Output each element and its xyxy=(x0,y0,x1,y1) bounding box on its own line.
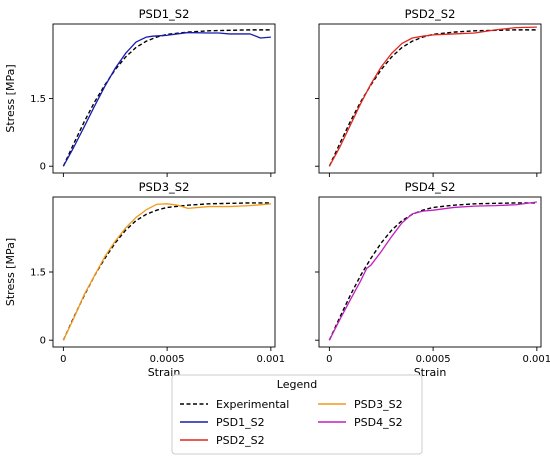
series-line-experimental xyxy=(62,202,271,341)
x-tick-label: 0 xyxy=(326,354,332,365)
series-line-psd3-s2 xyxy=(62,203,271,341)
x-tick-label: 0.001 xyxy=(523,354,550,365)
axes-frame xyxy=(52,196,276,348)
legend: Legend Experimental PSD1_S2 PSD2_S2 PSD3_S2 P… xyxy=(171,374,423,455)
series-line-experimental xyxy=(328,202,537,341)
y-axis-label: Stress [MPa] xyxy=(4,64,17,132)
series-line-psd1-s2 xyxy=(62,31,271,167)
x-tick-label: 0 xyxy=(60,354,66,365)
subplot-title: PSD1_S2 xyxy=(139,7,190,21)
series-line-experimental xyxy=(62,29,271,167)
y-tick-label: 0 xyxy=(40,336,46,347)
x-tick-label: 0.0005 xyxy=(150,354,185,365)
subplot-title: PSD2_S2 xyxy=(405,7,456,21)
series-line-experimental xyxy=(328,29,537,167)
y-axis-label: Stress [MPa] xyxy=(4,238,17,306)
x-tick-label: 0.001 xyxy=(257,354,286,365)
axes-frame xyxy=(52,23,276,174)
legend-label: PSD2_S2 xyxy=(216,434,265,447)
y-tick-label: 0 xyxy=(40,162,46,173)
legend-label: Experimental xyxy=(216,398,289,411)
subplot-title: PSD3_S2 xyxy=(139,180,190,194)
subplot-title: PSD4_S2 xyxy=(405,180,456,194)
axes-frame xyxy=(318,196,542,348)
series-line-psd2-s2 xyxy=(328,26,537,167)
legend-label: PSD4_S2 xyxy=(354,416,403,429)
x-tick-label: 0.0005 xyxy=(416,354,451,365)
axes-frame xyxy=(318,23,542,174)
subplot-2: PSD2_S2 xyxy=(315,7,542,177)
subplot-1: PSD1_S2 0 1.5 Stress [MPa] xyxy=(4,7,276,177)
series-line-psd4-s2 xyxy=(328,201,537,341)
legend-label: PSD1_S2 xyxy=(216,416,265,429)
y-tick-label: 1.5 xyxy=(30,94,46,105)
y-tick-label: 1.5 xyxy=(30,268,46,279)
legend-title: Legend xyxy=(277,378,317,391)
legend-label: PSD3_S2 xyxy=(354,398,403,411)
legend-box xyxy=(171,374,423,455)
